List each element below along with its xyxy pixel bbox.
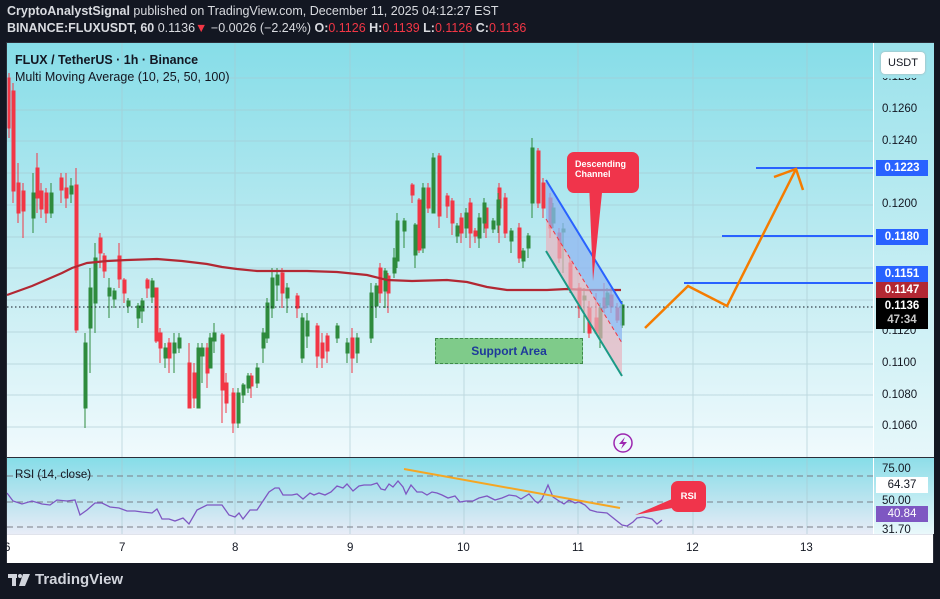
price-pane[interactable]: Descending Channel Support Area FLUX / T… (7, 43, 873, 457)
bar-countdown: 47:34 (887, 314, 917, 326)
high-label: H: (369, 21, 383, 35)
time-tick: 8 (232, 542, 239, 554)
rsi-tick: 75.00 (882, 463, 911, 475)
close-value: 0.1136 (488, 21, 527, 35)
last-price-value: 0.1136 (884, 300, 920, 312)
time-tick: 7 (119, 542, 126, 554)
candles (7, 73, 625, 433)
price-tag-ma: 0.1147 (876, 282, 928, 298)
chart-frame: Descending Channel Support Area FLUX / T… (4, 42, 934, 563)
tradingview-logo-icon (8, 573, 30, 586)
price-tag-target-3: 0.1223 (876, 160, 928, 176)
price-change: −0.0026 (−2.24%) (210, 21, 311, 35)
price-tick: 0.1100 (882, 357, 917, 369)
price-tag-target-2: 0.1180 (876, 229, 928, 245)
descending-channel-callout: Descending Channel (567, 152, 639, 193)
rsi-callout: RSI (671, 481, 706, 512)
rsi-tag-value: 40.84 (876, 506, 928, 522)
price-tick: 0.1280 (882, 71, 918, 83)
price-chart-svg (7, 43, 873, 457)
low-label: L: (423, 21, 435, 35)
time-tick: 12 (686, 542, 699, 554)
published-text: published on TradingView.com, December 1… (133, 4, 499, 18)
low-value: 0.1126 (434, 21, 473, 35)
currency-button[interactable]: USDT (881, 52, 925, 74)
rsi-axis[interactable]: 75.00 64.37 50.00 40.84 31.70 (873, 458, 934, 536)
brand-name: TradingView (35, 571, 124, 588)
support-area-box: Support Area (435, 338, 583, 364)
rsi-tag-ma: 64.37 (876, 477, 928, 493)
rsi-title[interactable]: RSI (14, close) (15, 469, 92, 481)
time-tick: 9 (347, 542, 354, 554)
author-name[interactable]: CryptoAnalystSignal (7, 4, 130, 18)
time-tick: 6 (4, 542, 11, 554)
down-arrow-icon: ▼ (195, 21, 208, 35)
time-axis[interactable]: 6 7 8 9 10 11 12 13 (4, 534, 933, 563)
rsi-tick: 50.00 (882, 495, 911, 507)
projection-arrow (644, 168, 798, 329)
time-tick: 10 (457, 542, 470, 554)
close-label: C: (475, 21, 489, 35)
rsi-divergence-line (403, 468, 621, 509)
tradingview-logo[interactable]: TradingView (8, 571, 123, 588)
time-tick: 11 (572, 542, 584, 554)
indicator-label[interactable]: Multi Moving Average (10, 25, 50, 100) (15, 70, 230, 84)
moving-average-line (7, 257, 621, 297)
chart-title: FLUX / TetherUS · 1h · Binance (15, 53, 199, 67)
price-tick: 0.1260 (882, 103, 918, 115)
descending-channel (546, 180, 622, 343)
open-label: O: (314, 21, 329, 35)
rsi-chart-svg (7, 458, 873, 534)
price-tick: 0.1080 (882, 389, 918, 401)
symbol-label: BINANCE:FLUXUSDT, 60 (7, 21, 155, 35)
rsi-pane[interactable]: RSI RSI (14, close) (7, 458, 873, 534)
price-tick: 0.1240 (882, 135, 918, 147)
open-value: 0.1126 (328, 21, 366, 35)
price-tick: 0.1200 (882, 198, 918, 210)
symbol-info: BINANCE:FLUXUSDT, 60 0.1136▼ −0.0026 (−2… (7, 21, 526, 35)
price-tag-last: 0.1136 47:34 (876, 298, 928, 329)
last-price: 0.1136 (157, 21, 196, 35)
rsi-line (7, 479, 663, 527)
price-axis[interactable]: USDT 0.1280 0.1260 0.1240 0.1200 0.1120 … (873, 43, 934, 457)
pane-separator[interactable] (7, 457, 933, 458)
publish-info: CryptoAnalystSignal published on Trading… (7, 4, 498, 18)
price-tick: 0.1060 (882, 420, 918, 432)
time-tick: 13 (800, 542, 813, 554)
rsi-tick: 31.70 (882, 524, 911, 536)
high-value: 0.1139 (382, 21, 420, 35)
price-tag-target-1: 0.1151 (876, 266, 928, 282)
